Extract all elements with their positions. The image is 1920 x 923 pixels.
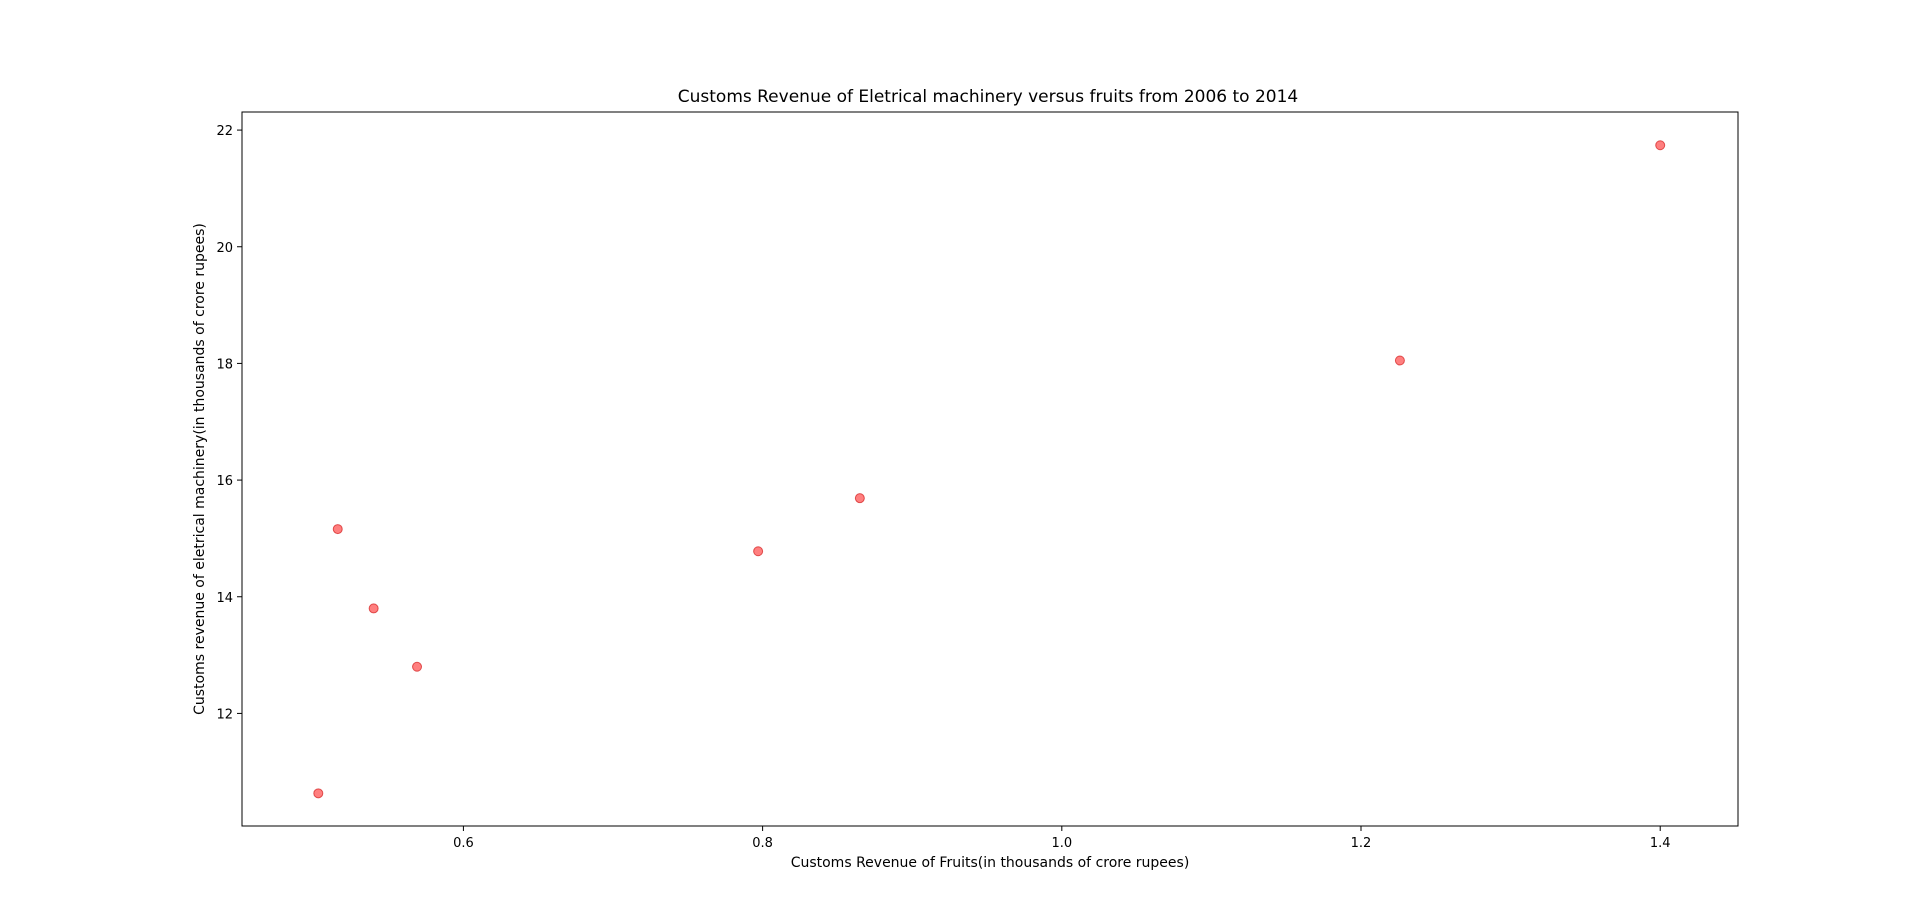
scatter-point — [313, 788, 324, 799]
scatter-point — [1394, 355, 1405, 366]
y-tick-label: 20 — [216, 241, 233, 256]
scatter-point — [1655, 140, 1666, 151]
scatter-points — [313, 140, 1666, 799]
x-axis-label: Customs Revenue of Fruits(in thousands o… — [791, 855, 1190, 871]
scatter-point — [368, 603, 379, 614]
y-tick-label: 18 — [216, 357, 233, 372]
chart-title: Customs Revenue of Eletrical machinery v… — [678, 87, 1298, 107]
scatter-point — [753, 546, 764, 557]
x-axis-ticks: 0.6 0.8 1.0 1.2 1.4 — [453, 826, 1671, 851]
scatter-point — [854, 493, 865, 504]
y-tick-label: 22 — [216, 124, 233, 139]
x-tick-label: 1.0 — [1051, 836, 1072, 851]
y-axis-ticks: 12 14 16 18 20 22 — [216, 124, 242, 722]
x-tick-label: 0.6 — [453, 836, 474, 851]
x-tick-label: 1.2 — [1351, 836, 1372, 851]
y-axis-label: Customs revenue of eletrical machinery(i… — [192, 223, 208, 715]
scatter-point — [412, 661, 423, 672]
y-tick-label: 14 — [216, 591, 233, 606]
plot-area-frame — [241, 111, 1739, 827]
y-tick-label: 16 — [216, 474, 233, 489]
x-tick-label: 1.4 — [1650, 836, 1671, 851]
y-tick-label: 12 — [216, 707, 233, 722]
x-tick-label: 0.8 — [752, 836, 773, 851]
scatter-point — [332, 524, 343, 535]
